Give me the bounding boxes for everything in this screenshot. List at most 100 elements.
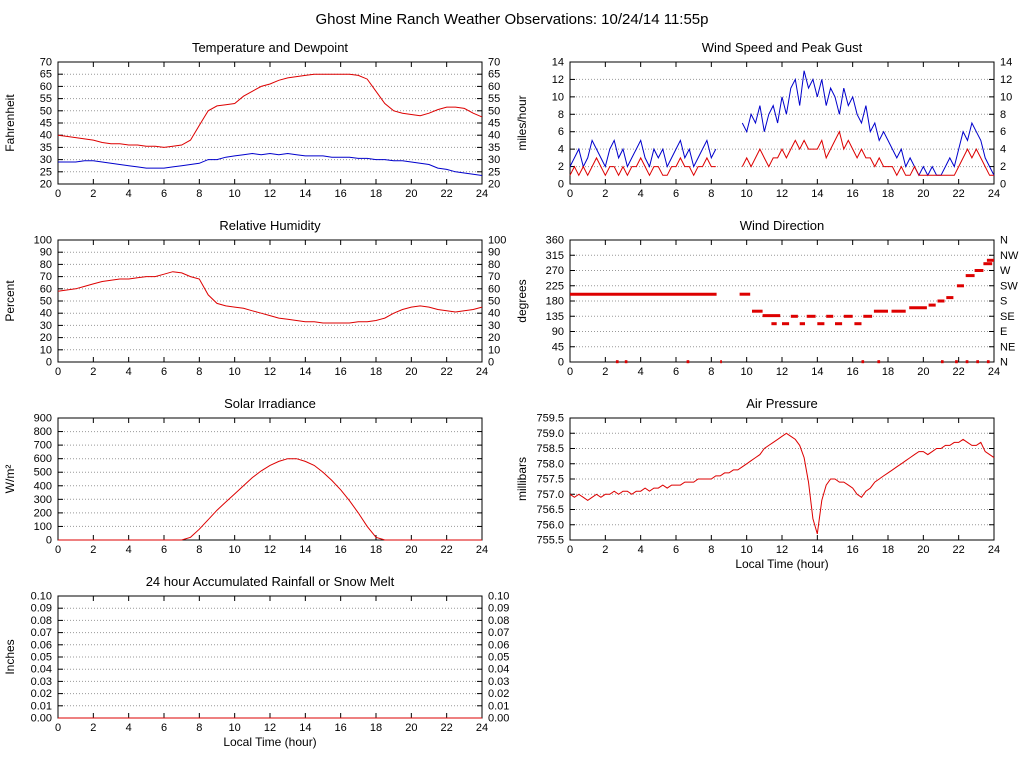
svg-text:8: 8 xyxy=(708,188,714,200)
svg-text:20: 20 xyxy=(40,332,52,344)
svg-text:6: 6 xyxy=(161,366,167,378)
svg-text:8: 8 xyxy=(558,109,564,121)
svg-text:24: 24 xyxy=(476,722,488,734)
svg-text:0: 0 xyxy=(558,357,564,369)
svg-text:0.02: 0.02 xyxy=(488,688,509,700)
svg-text:8: 8 xyxy=(196,722,202,734)
svg-text:4: 4 xyxy=(126,544,132,556)
svg-text:60: 60 xyxy=(488,81,500,93)
svg-text:20: 20 xyxy=(405,188,417,200)
svg-text:45: 45 xyxy=(552,341,564,353)
svg-text:70: 70 xyxy=(488,58,500,69)
svg-text:55: 55 xyxy=(488,93,500,105)
chart-title: Temperature and Dewpoint xyxy=(191,40,349,55)
svg-text:N: N xyxy=(1000,357,1008,369)
svg-text:2: 2 xyxy=(90,544,96,556)
svg-text:6: 6 xyxy=(1000,126,1006,138)
svg-text:0: 0 xyxy=(55,544,61,556)
svg-text:18: 18 xyxy=(882,366,894,378)
svg-text:0: 0 xyxy=(567,366,573,378)
svg-text:25: 25 xyxy=(488,166,500,178)
svg-text:6: 6 xyxy=(161,544,167,556)
svg-text:50: 50 xyxy=(488,105,500,117)
svg-text:millibars: millibars xyxy=(515,457,529,501)
svg-text:30: 30 xyxy=(488,320,500,332)
svg-text:10: 10 xyxy=(229,722,241,734)
svg-text:22: 22 xyxy=(953,544,965,556)
svg-text:0: 0 xyxy=(55,366,61,378)
svg-text:757.5: 757.5 xyxy=(536,474,564,486)
svg-text:18: 18 xyxy=(370,722,382,734)
svg-text:16: 16 xyxy=(335,188,347,200)
svg-text:6: 6 xyxy=(673,366,679,378)
svg-text:20: 20 xyxy=(917,188,929,200)
svg-text:4: 4 xyxy=(126,188,132,200)
svg-text:80: 80 xyxy=(488,259,500,271)
svg-text:0.00: 0.00 xyxy=(31,713,52,725)
svg-text:16: 16 xyxy=(335,366,347,378)
chart-rainfall: 24 hour Accumulated Rainfall or Snow Mel… xyxy=(0,572,512,750)
svg-text:4: 4 xyxy=(126,722,132,734)
svg-text:24: 24 xyxy=(988,544,1000,556)
svg-text:8: 8 xyxy=(196,366,202,378)
svg-text:16: 16 xyxy=(847,188,859,200)
svg-text:10: 10 xyxy=(488,344,500,356)
svg-text:755.5: 755.5 xyxy=(536,535,564,547)
svg-text:400: 400 xyxy=(34,480,52,492)
svg-text:12: 12 xyxy=(264,544,276,556)
svg-text:4: 4 xyxy=(126,366,132,378)
svg-text:2: 2 xyxy=(90,722,96,734)
svg-text:12: 12 xyxy=(552,74,564,86)
svg-text:8: 8 xyxy=(708,366,714,378)
svg-text:22: 22 xyxy=(441,188,453,200)
svg-text:2: 2 xyxy=(602,366,608,378)
svg-text:2: 2 xyxy=(1000,161,1006,173)
svg-text:14: 14 xyxy=(1000,58,1012,69)
svg-text:756.0: 756.0 xyxy=(536,519,564,531)
svg-text:18: 18 xyxy=(370,366,382,378)
svg-text:758.5: 758.5 xyxy=(536,443,564,455)
svg-text:14: 14 xyxy=(299,366,311,378)
chart-wind-speed-gust: Wind Speed and Peak Gust 0 0 2 2 4 4 6 6 8 8 10 10 1… xyxy=(512,38,1024,216)
svg-text:60: 60 xyxy=(40,283,52,295)
svg-text:12: 12 xyxy=(1000,74,1012,86)
svg-text:759.5: 759.5 xyxy=(536,414,564,425)
svg-text:20: 20 xyxy=(40,179,52,191)
svg-text:180: 180 xyxy=(546,296,564,308)
chart-air-pressure: Air Pressure 755.5 756.0 756.5 757.0 757.5 75… xyxy=(512,394,1024,572)
svg-text:10: 10 xyxy=(40,344,52,356)
svg-text:NW: NW xyxy=(1000,250,1019,262)
svg-text:10: 10 xyxy=(741,188,753,200)
svg-text:10: 10 xyxy=(229,544,241,556)
svg-text:100: 100 xyxy=(34,521,52,533)
svg-text:756.5: 756.5 xyxy=(536,504,564,516)
svg-text:10: 10 xyxy=(552,91,564,103)
svg-text:Local Time (hour): Local Time (hour) xyxy=(223,735,316,749)
svg-text:0.04: 0.04 xyxy=(31,664,52,676)
svg-text:4: 4 xyxy=(638,188,644,200)
svg-text:16: 16 xyxy=(847,366,859,378)
svg-text:14: 14 xyxy=(811,188,823,200)
svg-text:0.01: 0.01 xyxy=(488,700,509,712)
svg-text:16: 16 xyxy=(335,722,347,734)
svg-text:2: 2 xyxy=(90,188,96,200)
svg-text:6: 6 xyxy=(558,126,564,138)
svg-text:22: 22 xyxy=(441,544,453,556)
svg-text:miles/hour: miles/hour xyxy=(515,95,529,150)
svg-text:757.0: 757.0 xyxy=(536,489,564,501)
svg-text:45: 45 xyxy=(488,118,500,130)
svg-text:0.09: 0.09 xyxy=(31,603,52,615)
svg-text:2: 2 xyxy=(602,544,608,556)
svg-text:16: 16 xyxy=(847,544,859,556)
svg-text:0.09: 0.09 xyxy=(488,603,509,615)
svg-text:22: 22 xyxy=(953,188,965,200)
svg-text:6: 6 xyxy=(161,722,167,734)
svg-text:800: 800 xyxy=(34,426,52,438)
svg-text:100: 100 xyxy=(34,236,52,247)
svg-text:0.07: 0.07 xyxy=(488,627,509,639)
svg-text:22: 22 xyxy=(441,722,453,734)
svg-text:16: 16 xyxy=(335,544,347,556)
svg-text:14: 14 xyxy=(299,188,311,200)
svg-text:0: 0 xyxy=(55,722,61,734)
